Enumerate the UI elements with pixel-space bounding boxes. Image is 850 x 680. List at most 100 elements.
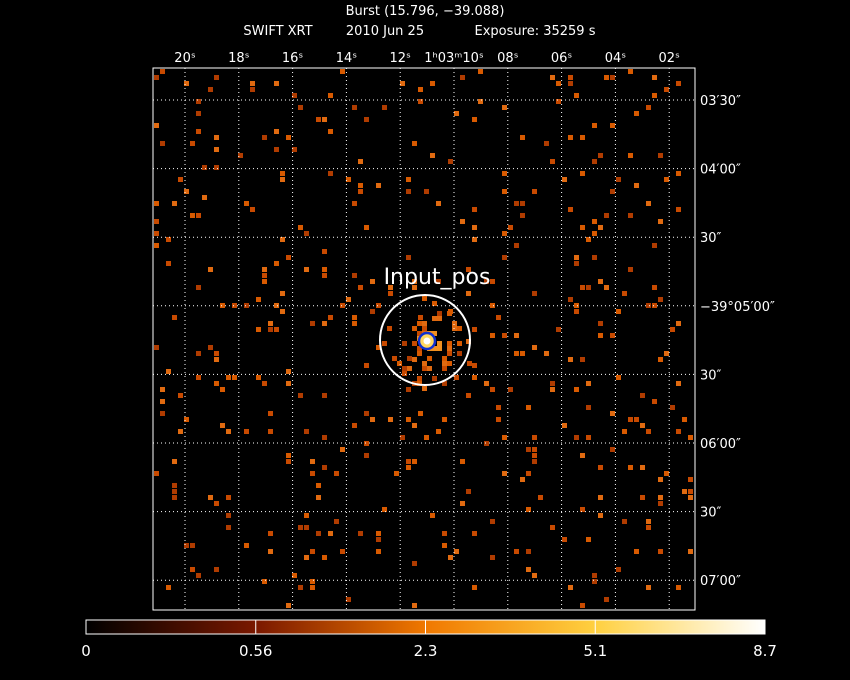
pixel: [388, 285, 393, 290]
pixel: [430, 153, 435, 158]
pixel: [304, 525, 309, 530]
dec-label: −39°05′00″: [700, 300, 775, 315]
pixel: [184, 81, 189, 86]
pixel: [358, 183, 363, 188]
pixel: [178, 393, 183, 398]
pixel: [586, 435, 591, 440]
pixel: [406, 177, 411, 182]
pixel: [454, 111, 459, 116]
pixel: [256, 327, 261, 332]
pixel: [322, 393, 327, 398]
pixel: [220, 303, 225, 308]
pixel: [154, 219, 159, 224]
pixel: [526, 567, 531, 572]
pixel: [406, 417, 411, 422]
pixel: [502, 435, 507, 440]
pixel: [286, 453, 291, 458]
pixel: [556, 99, 561, 104]
pixel: [664, 351, 669, 356]
pixel: [484, 279, 489, 284]
pixel: [508, 225, 513, 230]
pixel: [328, 93, 333, 98]
dec-label: 03′30″: [700, 94, 741, 109]
pixel: [568, 357, 573, 362]
pixel: [586, 285, 591, 290]
pixel: [432, 346, 437, 351]
pixel: [658, 357, 663, 362]
pixel: [340, 303, 345, 308]
pixel: [226, 375, 231, 380]
pixel: [586, 405, 591, 410]
pixel: [322, 555, 327, 560]
pixel: [160, 411, 165, 416]
source-circle: [379, 294, 471, 386]
pixel: [586, 237, 591, 242]
pixel: [580, 285, 585, 290]
pixel: [442, 366, 447, 371]
pixel: [214, 165, 219, 170]
pixel: [160, 387, 165, 392]
pixel: [447, 311, 452, 316]
pixel: [520, 201, 525, 206]
pixel: [664, 87, 669, 92]
pixel: [190, 543, 195, 548]
pixel: [154, 231, 159, 236]
pixel: [442, 531, 447, 536]
pixel: [610, 123, 615, 128]
pixel: [586, 381, 591, 386]
date: 2010 Jun 25: [346, 24, 424, 39]
pixel: [268, 531, 273, 536]
pixel: [274, 261, 279, 266]
pixel: [208, 495, 213, 500]
pixel: [298, 225, 303, 230]
pixel: [376, 345, 381, 350]
pixel: [580, 135, 585, 140]
pixel: [634, 549, 639, 554]
pixel: [436, 201, 441, 206]
pixel: [568, 75, 573, 80]
pixel: [598, 225, 603, 230]
pixel: [280, 171, 285, 176]
pixel: [376, 537, 381, 542]
pixel: [406, 189, 411, 194]
pixel: [466, 393, 471, 398]
dec-label: 06′00″: [700, 437, 741, 452]
pixel: [640, 465, 645, 470]
pixel: [268, 549, 273, 554]
pixel: [406, 387, 411, 392]
pixel: [406, 465, 411, 470]
pixel: [250, 87, 255, 92]
pixel: [598, 153, 603, 158]
pixel: [520, 213, 525, 218]
pixel: [412, 279, 417, 284]
pixel: [502, 105, 507, 110]
pixel: [274, 303, 279, 308]
pixel: [457, 351, 462, 356]
pixel: [467, 361, 472, 366]
pixel: [190, 141, 195, 146]
pixel: [442, 543, 447, 548]
pixel: [646, 201, 651, 206]
dec-label: 30″: [700, 368, 722, 383]
pixel: [592, 123, 597, 128]
pixel: [226, 513, 231, 518]
pixel: [268, 429, 273, 434]
pixel: [412, 459, 417, 464]
pixel: [274, 81, 279, 86]
pixel: [250, 207, 255, 212]
pixel: [422, 296, 427, 301]
title: Burst (15.796, −39.088): [346, 4, 505, 19]
pixel: [417, 351, 422, 356]
pixel: [634, 183, 639, 188]
pixel: [322, 321, 327, 326]
pixel: [422, 326, 427, 331]
pixel: [412, 357, 417, 362]
pixel: [568, 207, 573, 212]
pixel: [447, 351, 452, 356]
pixel: [400, 435, 405, 440]
pixel: [472, 237, 477, 242]
pixel: [232, 375, 237, 380]
pixel: [202, 165, 207, 170]
colorbar-label: 8.7: [753, 642, 777, 660]
